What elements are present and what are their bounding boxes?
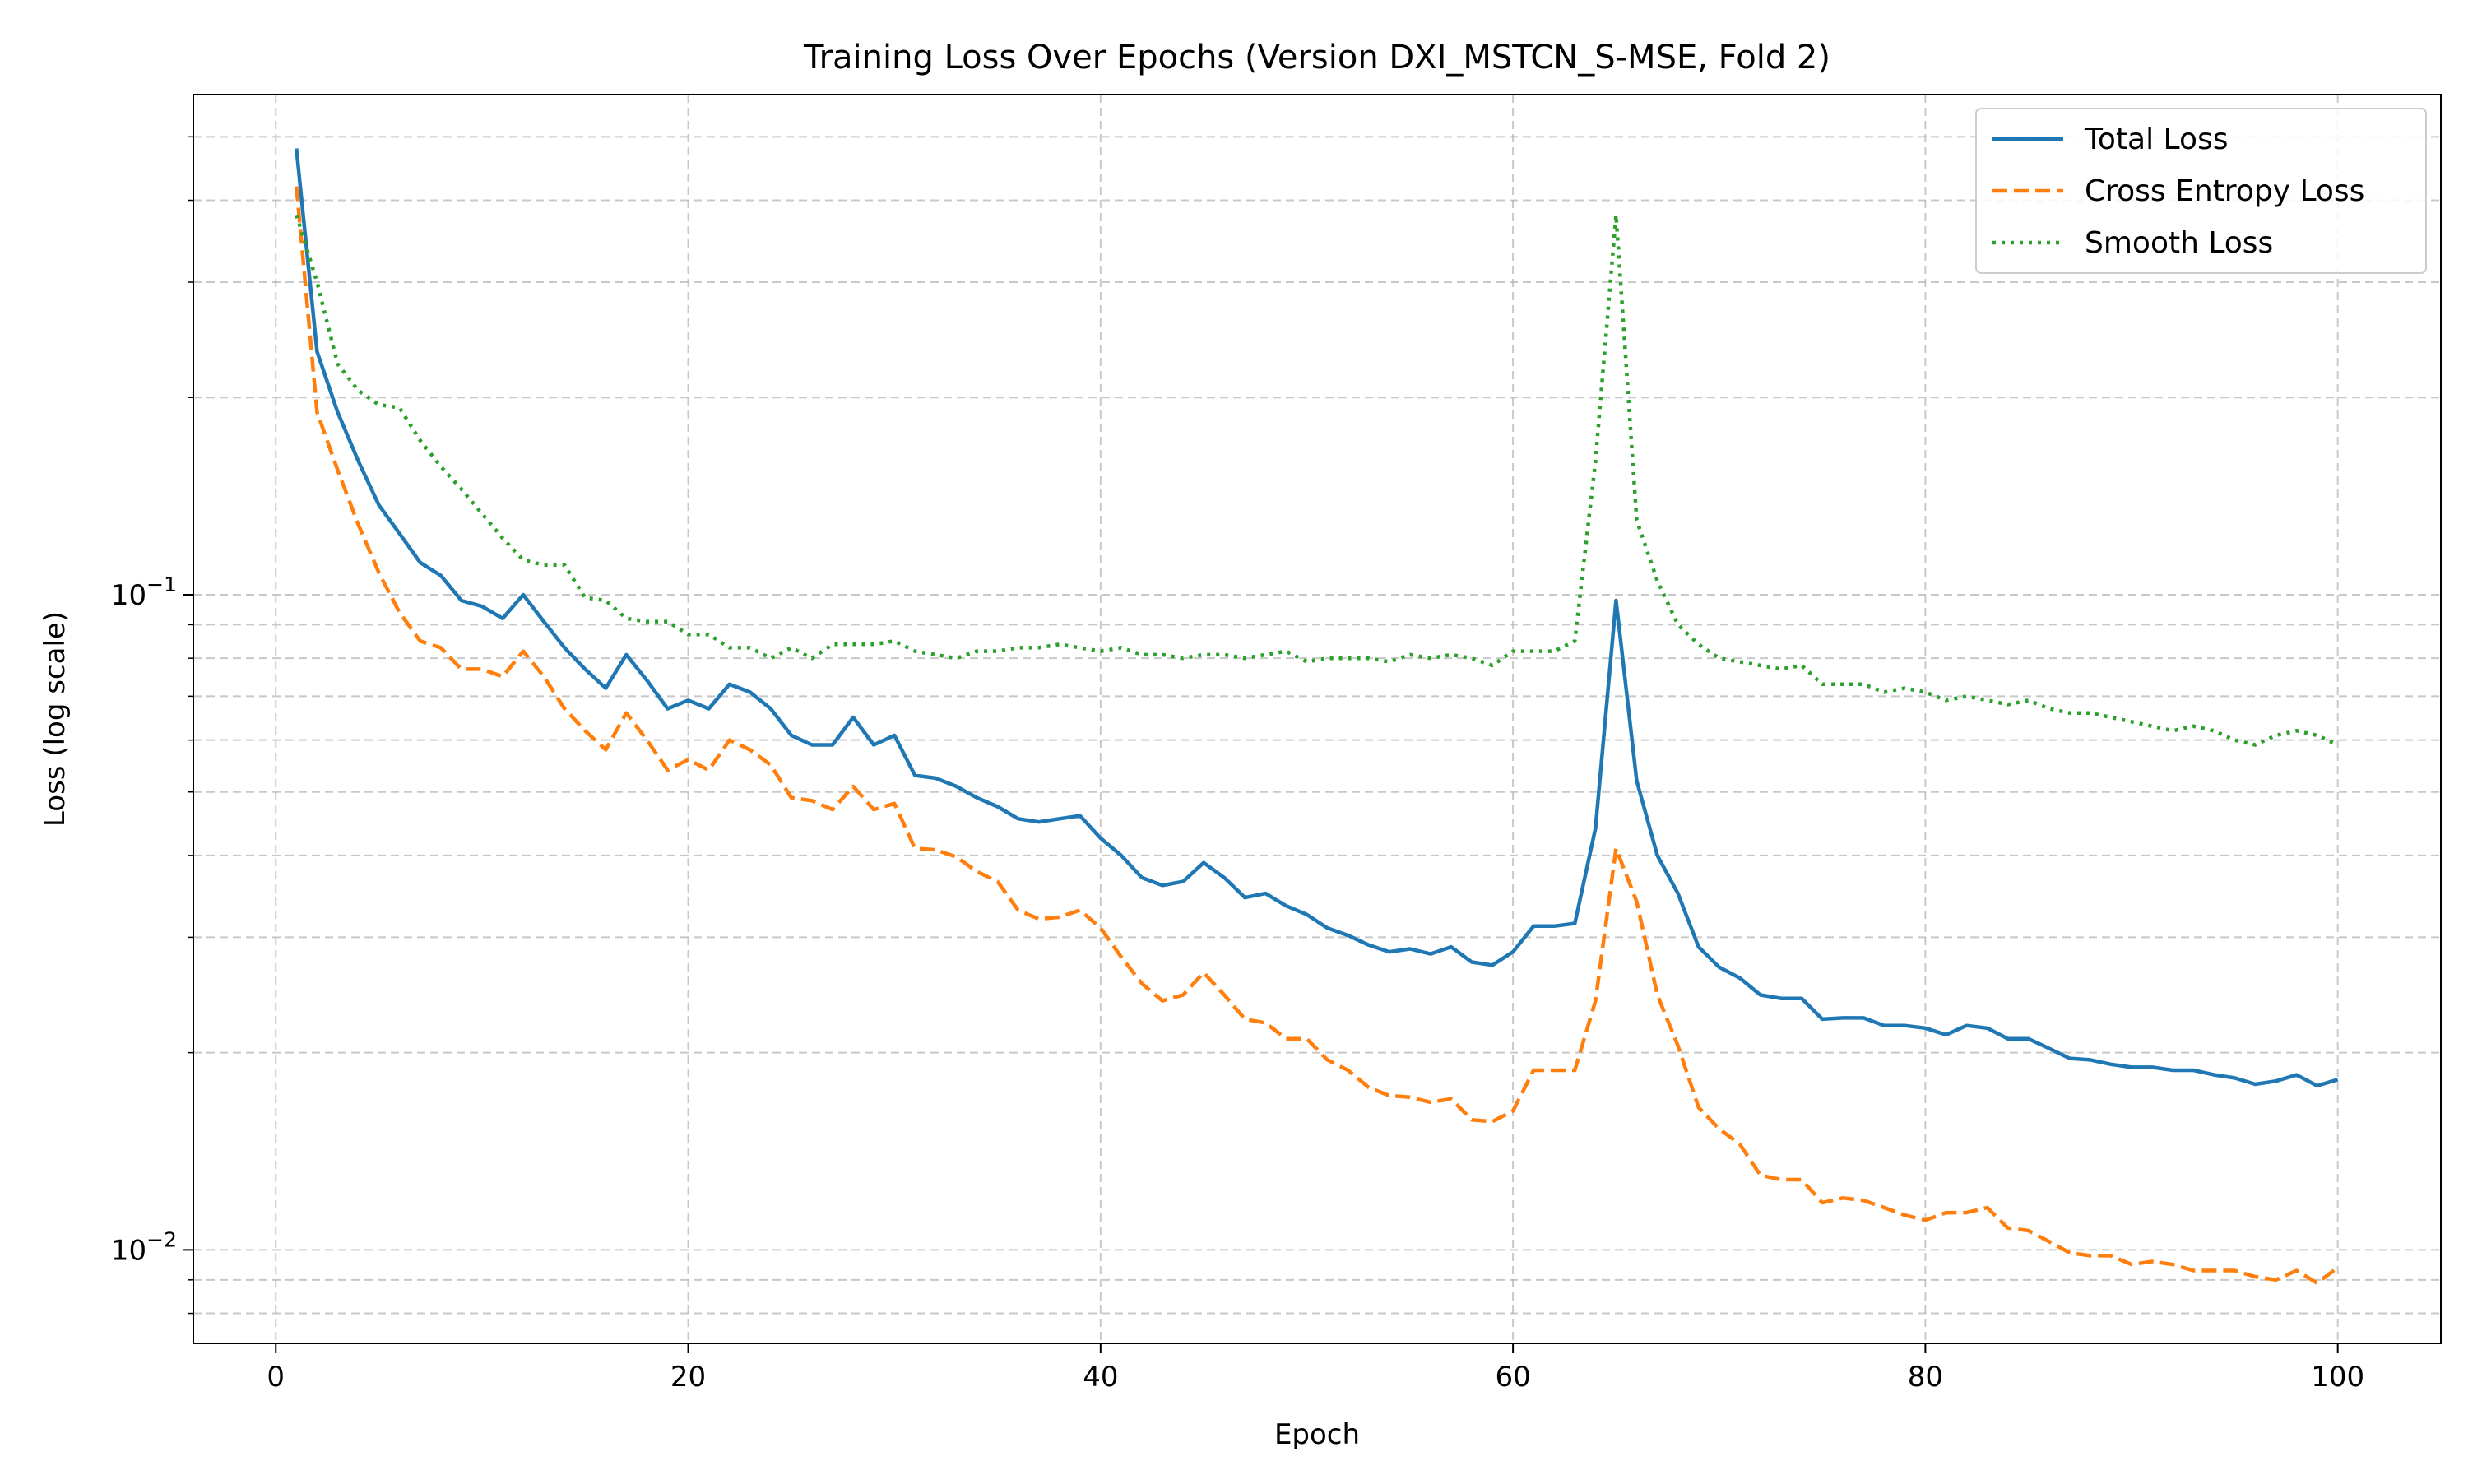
plot-lines bbox=[295, 148, 2340, 1285]
legend-label-cross-entropy-loss: Cross Entropy Loss bbox=[2085, 174, 2364, 208]
legend-box bbox=[1975, 108, 2427, 274]
x-axis-ticks: 0 20 40 60 80 100 bbox=[267, 1343, 2364, 1394]
legend-label-total-loss: Total Loss bbox=[2084, 123, 2228, 156]
x-tick-label: 60 bbox=[1495, 1361, 1530, 1394]
x-tick-label: 40 bbox=[1083, 1361, 1118, 1394]
x-tick-label: 0 bbox=[267, 1361, 285, 1394]
legend: Total Loss Cross Entropy Loss Smooth Los… bbox=[1975, 108, 2427, 274]
x-axis-label: Epoch bbox=[1274, 1418, 1360, 1451]
x-tick-label: 100 bbox=[2311, 1361, 2364, 1394]
grid bbox=[193, 95, 2441, 1343]
series-line-smooth-loss bbox=[295, 213, 2339, 747]
y-axis-ticks: 10−2 10−1 bbox=[111, 136, 193, 1315]
y-tick-label: 10−1 bbox=[111, 573, 177, 612]
y-axis-label: Loss (log scale) bbox=[39, 611, 72, 827]
series-line-cross-entropy-loss bbox=[295, 186, 2340, 1285]
y-tick-label: 10−2 bbox=[111, 1227, 177, 1267]
x-tick-label: 20 bbox=[670, 1361, 706, 1394]
series-line-total-loss bbox=[295, 148, 2339, 1088]
legend-label-smooth-loss: Smooth Loss bbox=[2085, 226, 2273, 260]
plot-frame bbox=[193, 94, 2442, 1344]
chart-title: Training Loss Over Epochs (Version DXI_M… bbox=[803, 39, 1830, 77]
x-tick-label: 80 bbox=[1908, 1361, 1943, 1394]
